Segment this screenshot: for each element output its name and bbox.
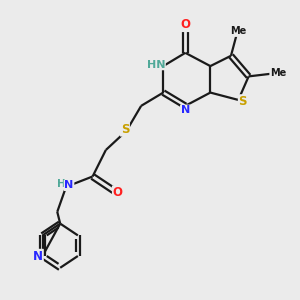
Text: S: S [121, 123, 129, 136]
Text: S: S [238, 95, 247, 108]
Text: HN: HN [147, 60, 165, 70]
Text: Me: Me [230, 26, 247, 36]
Text: O: O [180, 18, 190, 32]
Text: H: H [57, 179, 66, 189]
Text: O: O [112, 186, 123, 199]
Text: N: N [33, 250, 43, 262]
Text: N: N [181, 105, 190, 115]
Text: Me: Me [270, 68, 286, 78]
Text: N: N [64, 180, 74, 190]
